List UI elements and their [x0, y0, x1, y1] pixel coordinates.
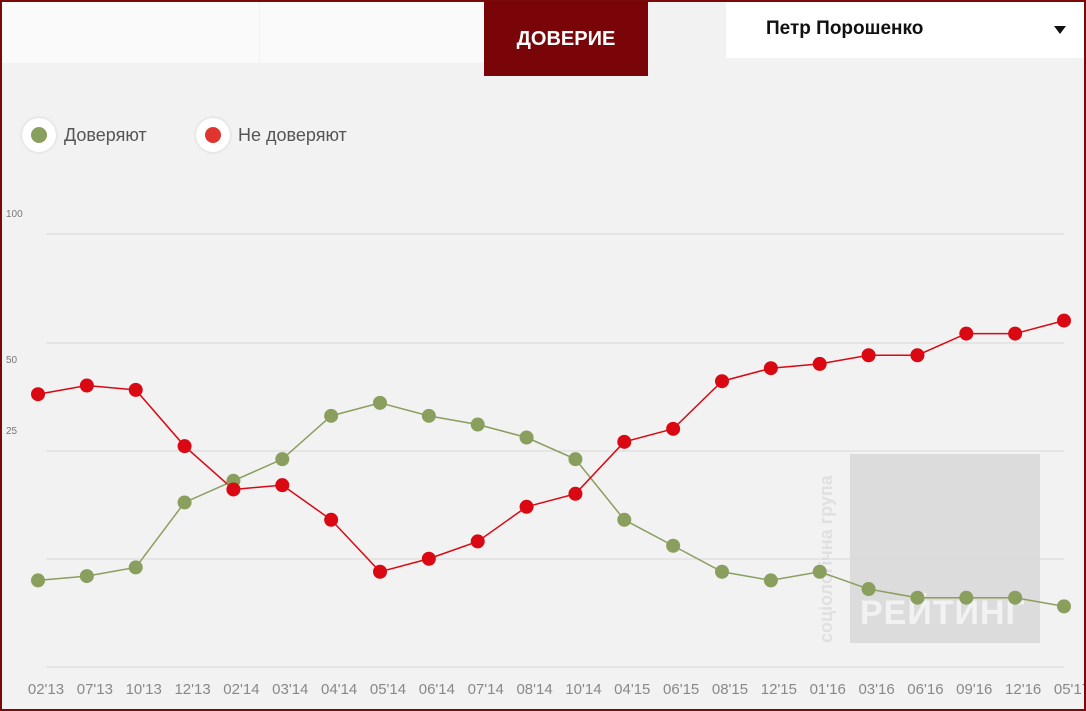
data-point-1 [421, 551, 436, 566]
data-point-1 [519, 499, 534, 514]
data-point-1 [910, 348, 925, 363]
data-point-1 [31, 387, 45, 402]
x-tick-label: 06'15 [663, 681, 699, 698]
data-point-0 [861, 582, 876, 597]
data-point-0 [31, 573, 45, 588]
data-point-0 [666, 538, 681, 553]
data-point-1 [470, 534, 485, 549]
data-point-0 [275, 452, 290, 467]
x-tick-label: 12'16 [1005, 681, 1041, 698]
watermark-text: РЕЙТИНГ [860, 594, 1026, 632]
watermark-logo: соціологічна група РЕЙТИНГ [816, 454, 1040, 643]
x-tick-label: 03'14 [272, 681, 308, 698]
x-tick-label: 05'17 [1054, 681, 1084, 698]
data-point-0 [421, 408, 436, 423]
x-tick-label: 08'14 [516, 681, 552, 698]
x-tick-label: 05'14 [370, 681, 406, 698]
data-point-1 [79, 378, 94, 393]
data-point-1 [715, 374, 729, 389]
data-point-0 [1057, 599, 1071, 614]
y-tick-label: 25 [6, 426, 18, 437]
x-tick-label: 04'14 [321, 681, 357, 698]
x-tick-label: 12'15 [761, 681, 797, 698]
data-point-1 [568, 486, 583, 501]
data-point-1 [617, 434, 632, 449]
data-point-0 [373, 395, 387, 410]
data-point-0 [812, 564, 827, 579]
data-point-0 [568, 452, 583, 467]
data-point-0 [763, 573, 778, 588]
y-tick-label: 50 [6, 355, 18, 366]
data-point-0 [177, 495, 192, 510]
legend-label-trust: Доверяют [64, 124, 147, 145]
x-tick-label: 02'14 [223, 681, 259, 698]
tab-blank-1[interactable] [2, 2, 259, 63]
data-point-0 [519, 430, 534, 445]
data-point-0 [128, 560, 143, 575]
x-tick-label: 06'16 [907, 681, 943, 698]
data-point-1 [275, 478, 290, 493]
data-point-1 [861, 348, 876, 363]
data-point-1 [324, 512, 339, 527]
series-line-0 [37, 402, 1065, 608]
tab-trust[interactable]: ДОВЕРИЕ [484, 2, 648, 76]
legend-marker-distrust [196, 118, 230, 152]
x-tick-label: 12'13 [174, 681, 210, 698]
data-point-1 [763, 361, 778, 376]
politician-select[interactable]: Петр Порошенко [726, 2, 1084, 58]
legend-item-distrust[interactable]: Не доверяют [196, 118, 347, 152]
x-tick-label: 07'14 [468, 681, 504, 698]
data-point-1 [1008, 326, 1023, 341]
x-tick-label: 01'16 [810, 681, 846, 698]
red-dot-icon [205, 127, 221, 143]
legend-item-trust[interactable]: Доверяют [22, 118, 147, 152]
x-tick-label: 07'13 [77, 681, 113, 698]
data-point-1 [226, 482, 241, 497]
data-point-1 [666, 421, 681, 436]
data-point-1 [1057, 313, 1071, 328]
data-point-1 [128, 382, 143, 397]
legend-label-distrust: Не доверяют [238, 124, 347, 145]
x-tick-label: 10'14 [565, 681, 601, 698]
x-tick-label: 08'15 [712, 681, 748, 698]
x-tick-label: 06'14 [419, 681, 455, 698]
data-point-1 [177, 439, 192, 454]
data-point-0 [1008, 590, 1023, 605]
data-point-1 [373, 564, 387, 579]
green-dot-icon [31, 127, 47, 143]
politician-select-value: Петр Порошенко [766, 18, 924, 39]
tab-blank-2[interactable] [260, 2, 484, 63]
series-line-1 [37, 319, 1065, 573]
data-point-0 [715, 564, 729, 579]
legend-marker-trust [22, 118, 56, 152]
data-point-0 [79, 569, 94, 584]
data-point-0 [617, 512, 632, 527]
data-point-0 [470, 417, 485, 432]
data-point-0 [959, 590, 974, 605]
data-point-0 [910, 590, 925, 605]
data-point-1 [959, 326, 974, 341]
x-tick-label: 09'16 [956, 681, 992, 698]
x-tick-label: 10'13 [126, 681, 162, 698]
x-tick-label: 04'15 [614, 681, 650, 698]
data-point-1 [812, 356, 827, 371]
data-point-0 [324, 408, 339, 423]
x-tick-label: 03'16 [858, 681, 894, 698]
chevron-down-icon [1054, 26, 1066, 34]
tab-bar: ДОВЕРИЕ Петр Порошенко [2, 2, 1084, 76]
x-tick-label: 02'13 [28, 681, 64, 698]
y-tick-label: 100 [6, 209, 23, 220]
